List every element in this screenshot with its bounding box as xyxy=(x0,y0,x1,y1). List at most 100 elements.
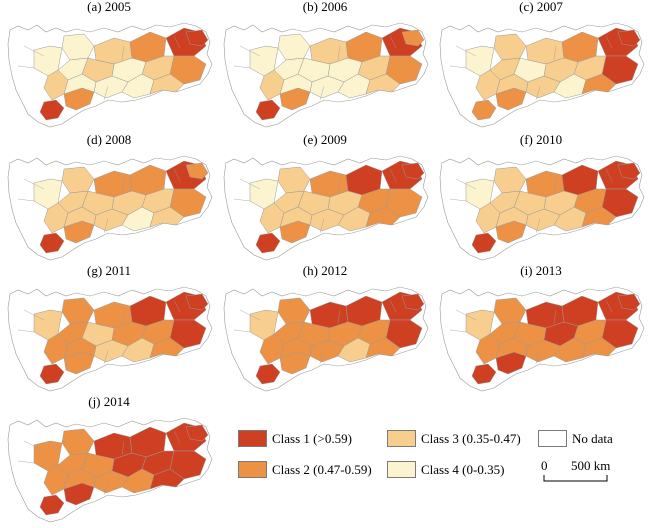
legend-item-class1: Class 1 (>0.59) xyxy=(238,430,352,447)
district-region xyxy=(617,29,641,47)
panel-title: (h) 2012 xyxy=(302,263,348,278)
boundary-line xyxy=(233,198,251,202)
boundary-line xyxy=(337,178,341,194)
panel-title: (c) 2007 xyxy=(519,0,563,14)
district-region xyxy=(365,337,401,359)
scale-line xyxy=(543,475,608,482)
scale-start-label: 0 xyxy=(541,458,548,473)
map-panel: (i) 2013 xyxy=(436,264,646,392)
choropleth-map xyxy=(7,22,213,128)
district-region xyxy=(617,162,641,180)
boundary-line xyxy=(605,35,613,49)
boundary-line xyxy=(605,299,613,313)
map-panel: (j) 2014 xyxy=(4,395,214,523)
legend-swatch-class3 xyxy=(387,430,416,447)
legend-item-class4: Class 4 (0-0.35) xyxy=(387,461,504,478)
choropleth-map xyxy=(7,155,213,261)
legend-label-class2: Class 2 (0.47-0.59) xyxy=(272,461,372,477)
district-region xyxy=(255,99,281,121)
choropleth-map xyxy=(223,22,429,128)
boundary-line xyxy=(535,349,541,365)
panel-title: (f) 2010 xyxy=(519,132,563,147)
boundary-line xyxy=(455,45,477,57)
district-region xyxy=(495,206,529,228)
district-region xyxy=(495,337,529,359)
boundary-line xyxy=(233,65,251,69)
legend-swatch-class2 xyxy=(238,461,267,478)
legend-item-class3: Class 3 (0.35-0.47) xyxy=(387,430,521,447)
boundary-line xyxy=(23,178,45,190)
district-region xyxy=(185,424,209,442)
district-region xyxy=(279,206,313,228)
choropleth-map xyxy=(223,155,429,261)
district-region xyxy=(39,494,65,516)
district-region xyxy=(63,337,97,359)
district-region xyxy=(149,468,185,490)
district-region xyxy=(39,232,65,254)
boundary-line xyxy=(337,309,341,325)
boundary-line xyxy=(103,218,109,234)
boundary-line xyxy=(389,299,397,313)
map-panel: (h) 2012 xyxy=(220,264,430,392)
boundary-line xyxy=(389,35,397,49)
boundary-line xyxy=(173,299,181,313)
boundary-line xyxy=(605,168,613,182)
map-panel: (c) 2007 xyxy=(436,0,646,128)
district-region xyxy=(279,337,313,359)
district-region xyxy=(471,363,497,385)
boundary-line xyxy=(103,85,109,101)
legend-label-class3: Class 3 (0.35-0.47) xyxy=(421,430,521,446)
boundary-line xyxy=(553,45,557,61)
boundary-line xyxy=(449,329,467,333)
panel-title: (d) 2008 xyxy=(86,132,132,147)
district-region xyxy=(279,73,313,95)
boundary-line xyxy=(535,218,541,234)
boundary-line xyxy=(121,309,125,325)
boundary-line xyxy=(455,309,477,321)
district-region xyxy=(39,99,65,121)
map-panel: (f) 2010 xyxy=(436,133,646,261)
legend-label-class4: Class 4 (0-0.35) xyxy=(421,461,505,477)
choropleth-map xyxy=(7,417,213,523)
boundary-line xyxy=(121,45,125,61)
scale-bar: 0 500 km xyxy=(541,458,621,488)
boundary-line xyxy=(17,460,35,464)
district-region xyxy=(63,73,97,95)
legend-item-nodata: No data xyxy=(538,430,613,447)
panel-title: (g) 2011 xyxy=(87,263,131,278)
district-region xyxy=(581,206,617,228)
district-region xyxy=(401,293,425,311)
legend-label-class1: Class 1 (>0.59) xyxy=(272,430,352,446)
boundary-line xyxy=(23,309,45,321)
legend-label-nodata: No data xyxy=(572,430,613,446)
district-region xyxy=(617,293,641,311)
district-region xyxy=(149,337,185,359)
boundary-line xyxy=(319,218,325,234)
panel-title: (b) 2006 xyxy=(302,0,348,14)
district-region xyxy=(185,293,209,311)
boundary-line xyxy=(173,168,181,182)
boundary-line xyxy=(239,45,261,57)
district-region xyxy=(401,29,425,47)
scale-end-label: 500 km xyxy=(571,458,611,473)
panel-title: (j) 2014 xyxy=(88,394,130,409)
boundary-line xyxy=(319,349,325,365)
panel-title: (i) 2013 xyxy=(520,263,562,278)
district-region xyxy=(149,73,185,95)
boundary-line xyxy=(103,480,109,496)
district-region xyxy=(471,99,497,121)
boundary-line xyxy=(23,45,45,57)
boundary-line xyxy=(23,440,45,452)
boundary-line xyxy=(389,168,397,182)
district-region xyxy=(471,232,497,254)
district-region xyxy=(255,363,281,385)
panel-title: (e) 2009 xyxy=(303,132,347,147)
district-region xyxy=(63,468,97,490)
map-panel: (g) 2011 xyxy=(4,264,214,392)
district-region xyxy=(185,162,209,180)
boundary-line xyxy=(449,198,467,202)
district-region xyxy=(581,73,617,95)
boundary-line xyxy=(17,329,35,333)
boundary-line xyxy=(121,178,125,194)
